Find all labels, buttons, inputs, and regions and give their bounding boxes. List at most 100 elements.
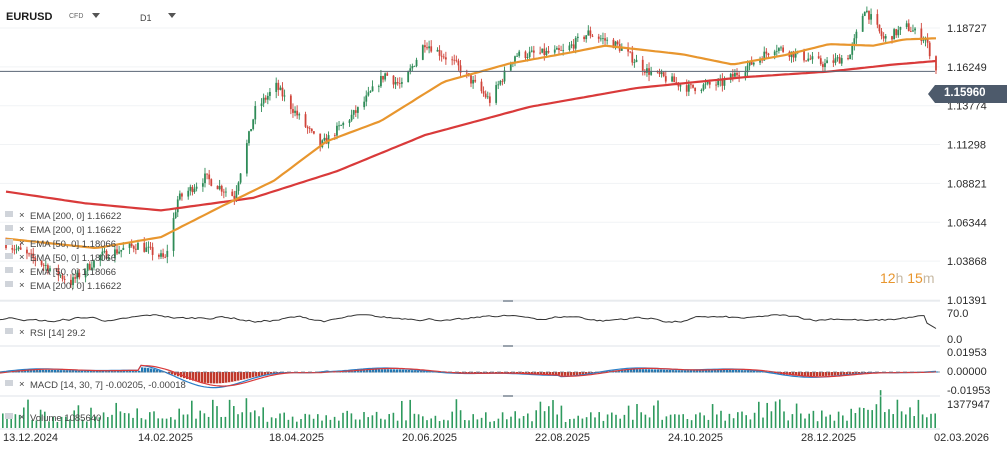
- indicator-settings-icon[interactable]: [5, 413, 13, 419]
- volume-bar: [753, 412, 756, 428]
- candle-body: [84, 270, 87, 278]
- volume-bar: [178, 408, 180, 428]
- candle-body: [86, 263, 89, 271]
- candle-body: [721, 79, 724, 86]
- overlay-close-icon[interactable]: ×: [19, 224, 25, 235]
- macd-tick-label: 0.01953: [947, 347, 987, 359]
- candle-body: [74, 277, 77, 279]
- volume-bar: [564, 421, 567, 428]
- volume-bar: [405, 420, 407, 428]
- volume-bar: [228, 399, 231, 428]
- candle-body: [482, 91, 485, 94]
- macd-histogram-bar: [696, 370, 699, 373]
- overlay-settings-icon[interactable]: [5, 211, 13, 217]
- candle-body: [239, 173, 242, 183]
- volume-bar: [581, 418, 584, 428]
- macd-panel[interactable]: 0.01953 0.00000 -0.01953: [0, 347, 990, 397]
- macd-histogram-bar: [828, 372, 831, 376]
- overlay-close-icon[interactable]: ×: [19, 210, 25, 221]
- macd-histogram-bar: [843, 372, 846, 375]
- candle-body: [853, 38, 856, 46]
- volume-bar: [363, 412, 365, 428]
- timeframe-label[interactable]: D1: [140, 13, 152, 23]
- panel-resize-handle[interactable]: [503, 395, 513, 397]
- candle-body: [44, 265, 47, 266]
- volume-panel[interactable]: 1377947: [2, 390, 990, 428]
- volume-bar: [392, 412, 395, 428]
- symbol-label[interactable]: EURUSD: [6, 11, 53, 23]
- candle-body: [101, 251, 104, 256]
- macd-histogram-bar: [639, 369, 642, 373]
- volume-bar: [35, 420, 38, 428]
- overlay-close-icon[interactable]: ×: [19, 280, 25, 291]
- candle-body: [216, 185, 219, 190]
- macd-histogram-bar: [246, 372, 249, 379]
- overlay-settings-icon[interactable]: [5, 239, 13, 245]
- candle-body: [128, 243, 131, 248]
- candle-body: [114, 249, 116, 259]
- candle-body: [134, 248, 137, 250]
- volume-bar: [384, 419, 386, 428]
- indicator-close-icon[interactable]: ×: [19, 327, 25, 338]
- rsi-panel[interactable]: 70.0 0.0: [0, 308, 968, 346]
- candle-body: [120, 249, 123, 252]
- volume-bar: [224, 416, 227, 428]
- overlay-close-icon[interactable]: ×: [19, 252, 25, 263]
- volume-bar: [703, 415, 705, 428]
- candle-body: [225, 191, 227, 193]
- symbol-dropdown-icon[interactable]: [92, 13, 100, 18]
- indicator-close-icon[interactable]: ×: [19, 412, 25, 423]
- candle-body: [612, 39, 615, 49]
- macd-histogram-bar: [117, 370, 120, 373]
- candle-body: [526, 57, 529, 58]
- macd-histogram-bar: [531, 372, 534, 375]
- overlay-close-icon[interactable]: ×: [19, 266, 25, 277]
- indicator-close-icon[interactable]: ×: [19, 379, 25, 390]
- candle-body: [407, 71, 410, 83]
- timeframe-dropdown-icon[interactable]: [168, 13, 176, 18]
- volume-bar: [879, 390, 882, 428]
- volume-bar: [170, 417, 172, 428]
- panel-resize-handle[interactable]: [503, 345, 513, 347]
- volume-bar: [602, 420, 605, 428]
- panel-labels: × RSI [14] 29.2 × MACD [14, 30, 7] -0.00205…: [5, 327, 186, 424]
- macd-histogram-bar: [840, 372, 843, 375]
- volume-bar: [783, 411, 785, 428]
- volume-bar: [212, 399, 214, 428]
- overlay-close-icon[interactable]: ×: [19, 238, 25, 249]
- macd-histogram-bar: [861, 372, 864, 374]
- panel-resize-handle[interactable]: [503, 300, 513, 302]
- chart-toolbar: EURUSD CFD D1: [0, 0, 1007, 26]
- candle-body: [371, 86, 374, 92]
- candle-body: [310, 128, 313, 132]
- candle-body: [254, 106, 257, 120]
- candle-body: [690, 84, 692, 86]
- macd-histogram-bar: [570, 372, 573, 376]
- macd-histogram-bar: [669, 369, 672, 373]
- macd-histogram-bar: [579, 372, 582, 375]
- panel-separators[interactable]: [0, 300, 940, 430]
- candle-body: [792, 51, 795, 58]
- candle-body: [836, 57, 839, 59]
- candle-body: [304, 114, 307, 127]
- volume-bar: [884, 412, 886, 428]
- overlay-settings-icon[interactable]: [5, 267, 13, 273]
- indicator-settings-icon[interactable]: [5, 328, 13, 334]
- candle-body: [178, 193, 181, 200]
- candle-body: [539, 52, 542, 54]
- candle-body: [805, 60, 808, 62]
- volume-bar: [434, 415, 437, 428]
- macd-histogram-bar: [267, 372, 270, 375]
- indicator-settings-icon[interactable]: [5, 380, 13, 386]
- overlay-settings-icon[interactable]: [5, 281, 13, 287]
- volume-bar: [128, 413, 130, 428]
- candle-body: [313, 131, 315, 134]
- volume-bar: [762, 417, 764, 428]
- candle-body: [763, 51, 766, 61]
- macd-histogram-bar: [225, 372, 228, 383]
- macd-histogram-bar: [753, 370, 756, 373]
- candle-body: [436, 49, 439, 52]
- overlay-settings-icon[interactable]: [5, 225, 13, 231]
- overlay-settings-icon[interactable]: [5, 253, 13, 259]
